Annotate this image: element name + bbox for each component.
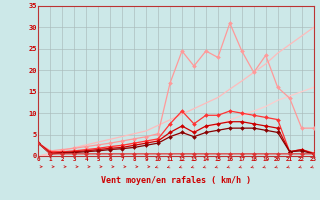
X-axis label: Vent moyen/en rafales ( km/h ): Vent moyen/en rafales ( km/h ) <box>101 176 251 185</box>
